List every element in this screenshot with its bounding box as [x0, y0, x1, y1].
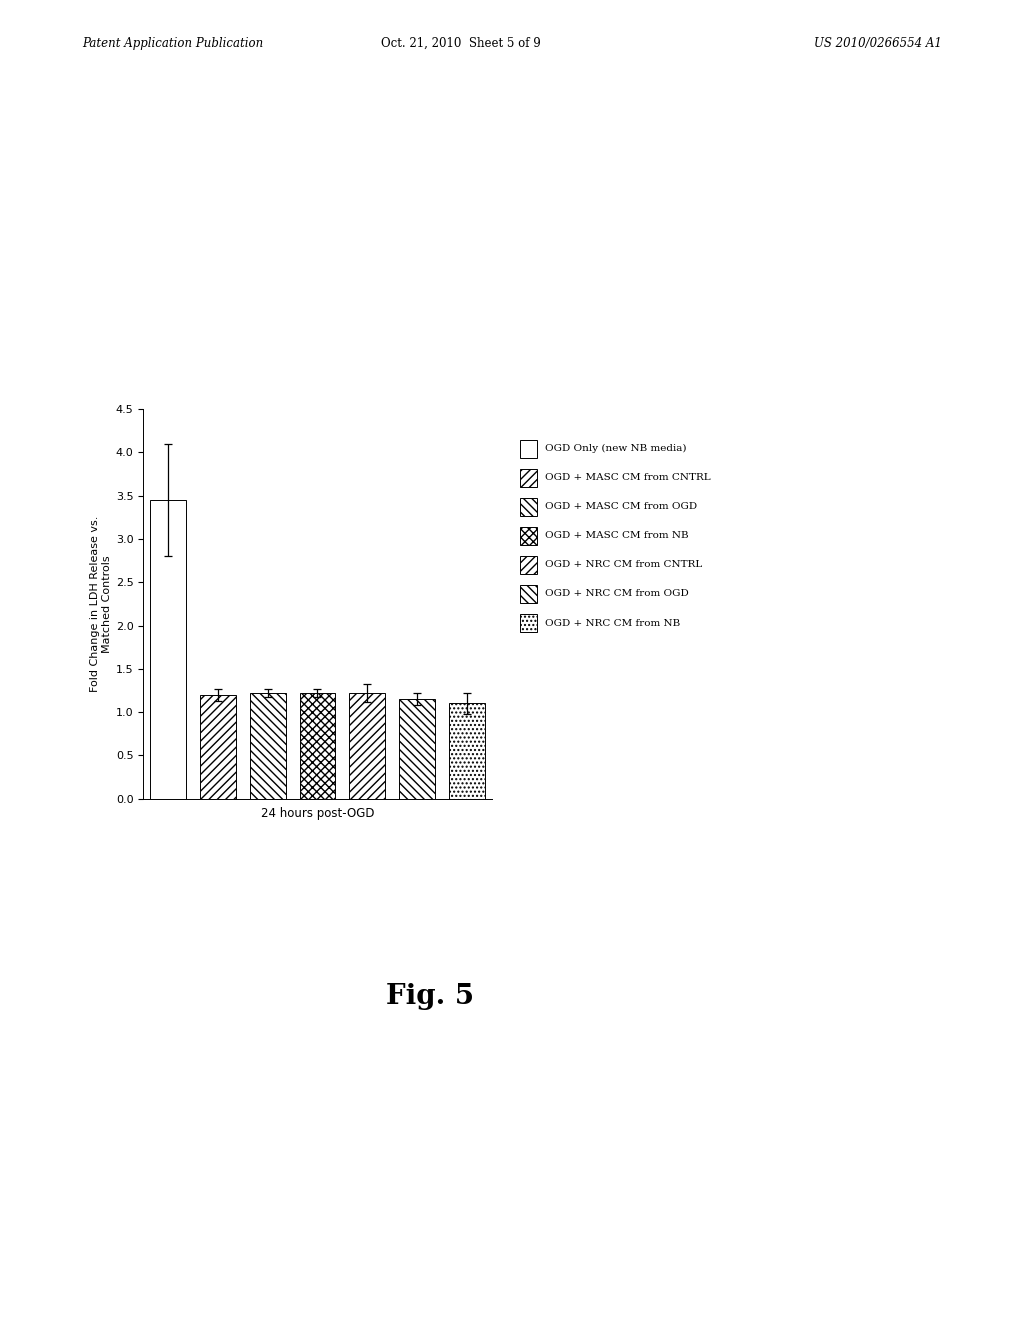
- Bar: [399, 700, 435, 799]
- Text: Patent Application Publication: Patent Application Publication: [82, 37, 263, 50]
- Text: OGD + MASC CM from NB: OGD + MASC CM from NB: [545, 532, 688, 540]
- Text: Oct. 21, 2010  Sheet 5 of 9: Oct. 21, 2010 Sheet 5 of 9: [381, 37, 541, 50]
- Text: OGD + NRC CM from CNTRL: OGD + NRC CM from CNTRL: [545, 561, 702, 569]
- Bar: [349, 693, 385, 799]
- Text: OGD + MASC CM from OGD: OGD + MASC CM from OGD: [545, 503, 697, 511]
- Text: US 2010/0266554 A1: US 2010/0266554 A1: [814, 37, 942, 50]
- Text: OGD + NRC CM from OGD: OGD + NRC CM from OGD: [545, 590, 688, 598]
- X-axis label: 24 hours post-OGD: 24 hours post-OGD: [261, 807, 374, 820]
- Bar: [200, 694, 236, 799]
- Bar: [449, 704, 484, 799]
- Y-axis label: Fold Change in LDH Release vs.
Matched Controls: Fold Change in LDH Release vs. Matched C…: [90, 516, 112, 692]
- Text: OGD + NRC CM from NB: OGD + NRC CM from NB: [545, 619, 680, 627]
- Text: Fig. 5: Fig. 5: [386, 983, 474, 1010]
- Text: OGD + MASC CM from CNTRL: OGD + MASC CM from CNTRL: [545, 474, 711, 482]
- Bar: [151, 500, 186, 799]
- Bar: [300, 693, 335, 799]
- Text: OGD Only (new NB media): OGD Only (new NB media): [545, 445, 686, 453]
- Bar: [250, 693, 286, 799]
